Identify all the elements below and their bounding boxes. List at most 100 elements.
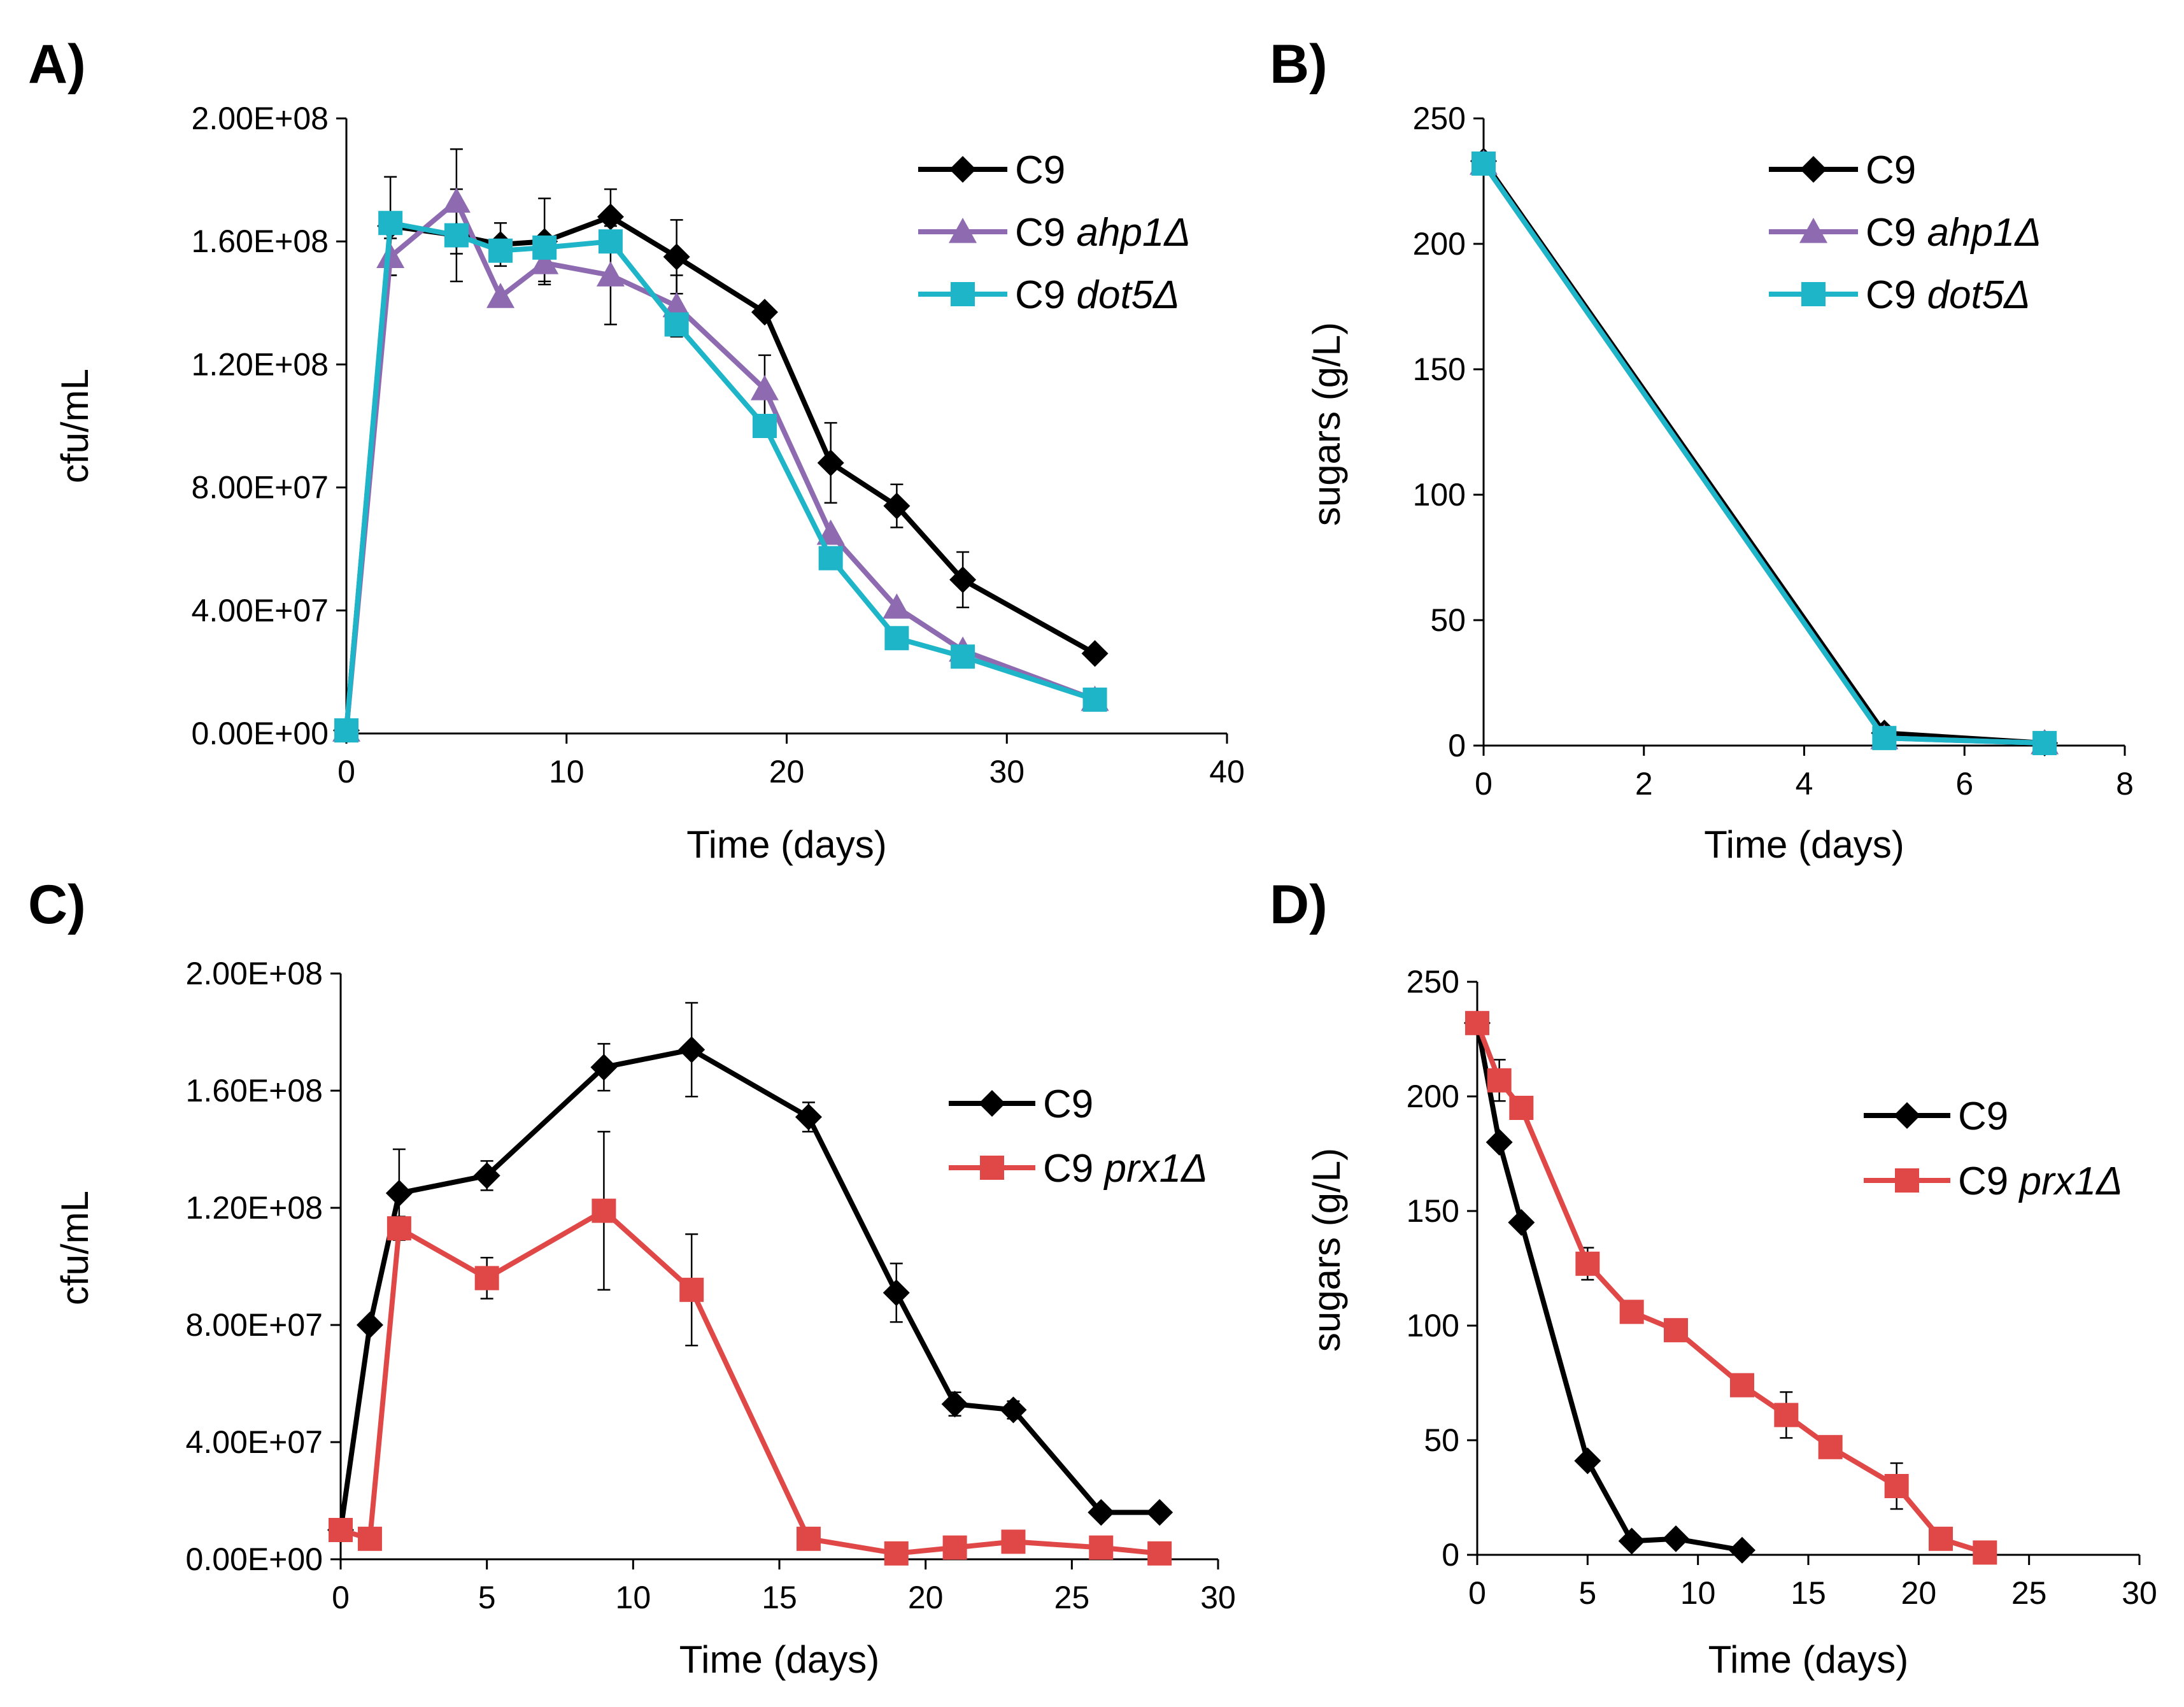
legend-entry: C9 (949, 1082, 1093, 1126)
x-axis-title: Time (days) (1704, 823, 1904, 866)
data-point (884, 1541, 909, 1566)
legend-marker (949, 156, 976, 183)
x-tick-label: 4 (1796, 766, 1813, 802)
data-point (678, 1036, 706, 1063)
data-point (473, 1162, 500, 1189)
legend-marker (1801, 282, 1826, 306)
data-point (385, 1180, 413, 1207)
y-tick-label: 1.60E+08 (192, 223, 329, 259)
legend-label-strain: C9 (1866, 148, 1916, 192)
x-tick-label: 20 (769, 754, 805, 790)
legend-label: C9 (1866, 148, 1916, 192)
series-line (338, 1047, 1160, 1531)
x-tick-label: 20 (1901, 1575, 1937, 1611)
data-point (796, 1526, 821, 1551)
data-point (329, 1518, 353, 1542)
y-tick-label: 0 (1442, 1537, 1459, 1573)
data-point (386, 1216, 411, 1241)
legend-label-gene: ahp1Δ (1076, 211, 1191, 255)
legend-entry: C9 (1864, 1094, 2008, 1138)
legend-label-strain: C9 (1015, 273, 1076, 317)
legend: C9 C9 prx1Δ (1864, 1094, 2123, 1203)
data-point (751, 299, 778, 326)
data-point (941, 1391, 968, 1418)
data-point (1663, 1525, 1689, 1552)
legend-label: C9 (1958, 1094, 2008, 1138)
legend-label-gene: dot5Δ (1927, 273, 2030, 317)
data-point (598, 229, 623, 254)
data-point (1973, 1540, 1997, 1565)
x-tick-label: 8 (2116, 766, 2134, 802)
legend-label-gene: dot5Δ (1076, 273, 1179, 317)
x-tick-label: 20 (908, 1580, 944, 1615)
y-tick-label: 8.00E+07 (186, 1307, 323, 1343)
legend-label-strain: C9 (1866, 211, 1927, 255)
data-point (1818, 1434, 1843, 1459)
x-tick-label: 25 (2011, 1575, 2047, 1611)
data-point (951, 644, 975, 669)
legend: C9 C9 ahp1Δ C9 dot5Δ (918, 148, 1191, 317)
x-tick-label: 30 (1200, 1580, 1236, 1615)
y-tick-label: 50 (1424, 1422, 1459, 1458)
data-point (884, 626, 909, 651)
legend-label: C9 ahp1Δ (1015, 211, 1191, 255)
legend-entry: C9 dot5Δ (918, 273, 1180, 317)
chart-panel-c: C) 0.00E+00 4.00E+07 8.00E+07 1.20E+08 1.60E+… (28, 874, 1236, 1681)
data-point (1774, 1403, 1799, 1427)
legend-entry: C9 (918, 148, 1065, 192)
x-axis-title: Time (days) (686, 823, 886, 866)
legend-label-strain: C9 (1043, 1147, 1104, 1191)
y-axis-title: sugars (g/L) (1305, 1148, 1348, 1352)
data-point (1082, 687, 1107, 712)
y-tick-label: 200 (1407, 1079, 1459, 1114)
legend-marker (1800, 156, 1827, 183)
panel-label: A) (28, 34, 86, 95)
y-tick-label: 0 (1448, 728, 1466, 763)
data-point (474, 1266, 499, 1291)
y-axis-title: cfu/mL (53, 369, 96, 483)
y-tick-label: 1.60E+08 (186, 1073, 323, 1108)
data-point (1147, 1541, 1172, 1566)
data-point (883, 1279, 910, 1307)
data-point (486, 283, 515, 308)
x-tick-label: 15 (1790, 1575, 1826, 1611)
data-point (1619, 1300, 1644, 1324)
data-point (592, 1198, 616, 1223)
chart-panel-a: A) 0.00E+00 4.00E+07 8.00E+07 1.20E+08 1.60E+… (28, 34, 1245, 866)
x-tick-label: 0 (1468, 1575, 1486, 1611)
data-point (1146, 1499, 1174, 1526)
data-point (1508, 1209, 1535, 1236)
x-tick-label: 2 (1635, 766, 1653, 802)
x-tick-label: 30 (989, 754, 1025, 790)
data-point (1730, 1373, 1754, 1398)
x-tick-label: 5 (478, 1580, 496, 1615)
y-tick-label: 250 (1413, 101, 1466, 136)
data-point (590, 1054, 618, 1081)
data-point (378, 211, 403, 236)
data-point (1872, 726, 1897, 751)
legend-label: C9 (1043, 1082, 1093, 1126)
panel-label: C) (28, 874, 86, 935)
legend-entry: C9 dot5Δ (1769, 273, 2031, 317)
data-point (357, 1526, 382, 1551)
y-tick-label: 0.00E+00 (192, 716, 329, 751)
data-point (1001, 1529, 1026, 1554)
data-point (942, 1535, 967, 1560)
legend-label: C9 ahp1Δ (1866, 211, 2041, 255)
y-tick-label: 4.00E+07 (192, 593, 329, 628)
data-point (442, 187, 471, 213)
series-3 (334, 211, 1107, 743)
data-point (663, 243, 690, 271)
data-point (664, 312, 689, 337)
data-point (1664, 1318, 1688, 1343)
legend-entry: C9 prx1Δ (1864, 1159, 2123, 1203)
y-tick-label: 2.00E+08 (192, 101, 329, 136)
legend-entry: C9 ahp1Δ (1769, 211, 2041, 255)
legend-label-strain: C9 (1043, 1082, 1093, 1126)
data-point (1729, 1536, 1755, 1564)
y-tick-label: 1.20E+08 (192, 346, 329, 382)
data-point (1465, 1010, 1489, 1035)
